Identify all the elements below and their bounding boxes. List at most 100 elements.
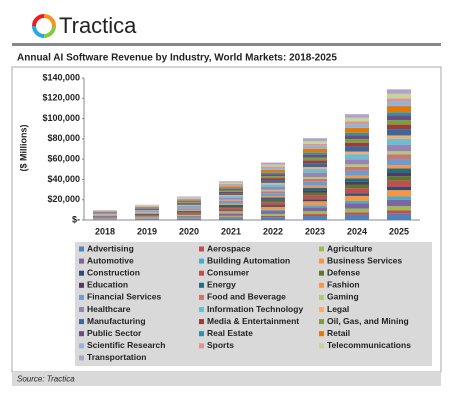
bar-segment xyxy=(387,154,411,159)
bar-segment xyxy=(219,210,243,212)
bar-segment xyxy=(303,160,327,164)
legend-swatch xyxy=(79,270,84,276)
logo-text: Tractica xyxy=(59,13,137,38)
bar-segment xyxy=(303,216,327,220)
bar-segment xyxy=(219,213,243,216)
bar-segment xyxy=(177,202,201,204)
bar-segment xyxy=(135,207,159,209)
x-tick-label: 2020 xyxy=(179,226,199,236)
legend-swatch xyxy=(319,246,324,252)
bar-segment xyxy=(345,127,369,133)
bar-segment xyxy=(345,159,369,165)
bar-segment xyxy=(261,205,285,207)
bar-segment xyxy=(177,216,201,218)
legend-swatch xyxy=(199,282,204,288)
bar-segment xyxy=(387,196,411,200)
chart-title: Annual AI Software Revenue by Industry, … xyxy=(17,53,337,64)
bar-segment xyxy=(135,219,159,220)
legend-label: Construction xyxy=(87,267,140,277)
bar-segment xyxy=(177,212,201,213)
bar-segment xyxy=(219,186,243,189)
bar-segment xyxy=(219,195,243,198)
bar-segment xyxy=(345,212,369,215)
bar-segment xyxy=(219,208,243,211)
bar-segment xyxy=(261,211,285,214)
bar-segment xyxy=(177,203,201,205)
bar-segment xyxy=(387,172,411,177)
bar-segment xyxy=(261,215,285,218)
bar-segment xyxy=(177,202,201,203)
legend-label: Telecommunications xyxy=(327,340,411,350)
bar-segment xyxy=(345,178,369,182)
legend-label: Real Estate xyxy=(207,328,253,338)
legend-label: Legal xyxy=(327,304,349,314)
bar-segment xyxy=(177,214,201,215)
bar-segment xyxy=(345,166,369,171)
bar-segment xyxy=(135,217,159,219)
legend-label: Building Automation xyxy=(207,255,290,265)
bar-segment xyxy=(177,217,201,219)
legend-swatch xyxy=(319,343,324,349)
bar-segment xyxy=(261,195,285,198)
bar-segment xyxy=(387,176,411,181)
bar-segment xyxy=(219,184,243,185)
bar-segment xyxy=(345,154,369,160)
y-tick-label: $40,000 xyxy=(47,174,80,184)
bar-segment xyxy=(135,205,159,206)
bar-segment xyxy=(261,209,285,212)
legend-label: Advertising xyxy=(87,243,134,253)
legend-swatch xyxy=(199,294,204,300)
bar-segment xyxy=(345,175,369,179)
bar-segment xyxy=(135,208,159,209)
bar-segment xyxy=(261,193,285,196)
bar-segment xyxy=(303,181,327,186)
bar-segment xyxy=(261,200,285,203)
legend-swatch xyxy=(319,270,324,276)
bar-segment xyxy=(345,135,369,140)
bar-segment xyxy=(303,187,327,191)
x-tick-label: 2025 xyxy=(389,226,409,236)
bar-segment xyxy=(177,200,201,202)
bar-segment xyxy=(345,214,369,220)
bar-segment xyxy=(135,211,159,212)
bar-segment xyxy=(219,194,243,196)
legend-swatch xyxy=(199,319,204,325)
bar-segment xyxy=(261,169,285,173)
logo-mark xyxy=(32,14,56,38)
bar-segment xyxy=(177,218,201,219)
bar-segment xyxy=(303,145,327,149)
bar-segment xyxy=(261,172,285,175)
y-tick-label: $140,000 xyxy=(42,72,80,82)
bar-segment xyxy=(177,208,201,210)
legend-swatch xyxy=(79,343,84,349)
bar-segment xyxy=(177,215,201,217)
legend-label: Retail xyxy=(327,328,350,338)
y-tick-label: $20,000 xyxy=(47,194,80,204)
bar-segment xyxy=(387,180,411,187)
bar-segment xyxy=(345,142,369,147)
legend-label: Public Sector xyxy=(87,328,142,338)
bar-segment xyxy=(261,164,285,167)
legend-label: Defense xyxy=(327,267,360,277)
bar-segment xyxy=(261,197,285,200)
legend-label: Healthcare xyxy=(87,304,131,314)
bar-segment xyxy=(387,138,411,145)
bar-segment xyxy=(303,192,327,196)
bar-segment xyxy=(303,167,327,170)
bar-segment xyxy=(219,191,243,194)
bar-segment xyxy=(219,201,243,204)
bar-segment xyxy=(219,213,243,214)
bar-segment xyxy=(261,174,285,177)
legend-swatch xyxy=(199,331,204,337)
y-tick-label: $80,000 xyxy=(47,133,80,143)
y-tick-label: $120,000 xyxy=(42,93,80,103)
legend-label: Business Services xyxy=(327,255,402,265)
bar-segment xyxy=(345,121,369,125)
bar-segment xyxy=(177,201,201,203)
bar-segment xyxy=(177,214,201,216)
bar-segment xyxy=(261,189,285,192)
header-rule xyxy=(12,43,441,46)
bar-segment xyxy=(303,178,327,182)
legend-swatch xyxy=(79,282,84,288)
bar-segment xyxy=(387,199,411,206)
